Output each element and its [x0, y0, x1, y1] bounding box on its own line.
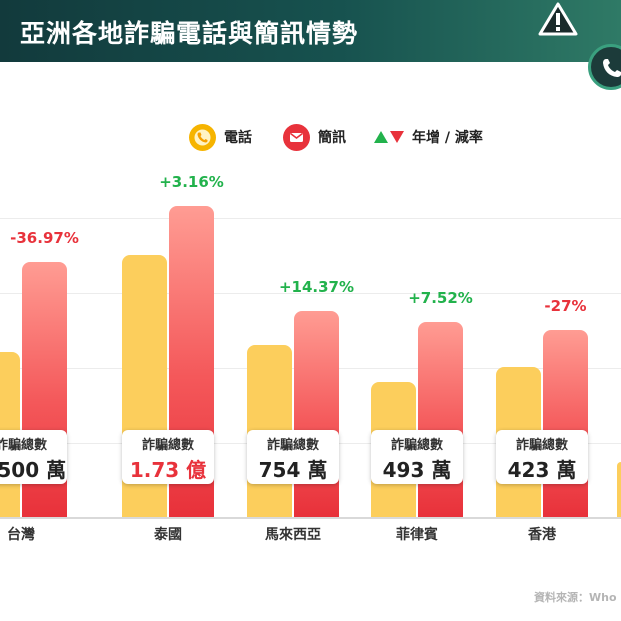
total-value: 423 萬: [507, 458, 577, 482]
phone-badge-icon: [588, 44, 621, 90]
page-title: 亞洲各地詐騙電話與簡訊情勢: [20, 19, 359, 48]
change-label: +7.52%: [408, 289, 473, 307]
bar-phone-partial: [617, 462, 621, 517]
total-label: 詐騙總數: [0, 438, 47, 453]
source-note: 資料來源：Who: [534, 591, 617, 604]
total-value: 493 萬: [382, 458, 452, 482]
category-label: 香港: [528, 527, 556, 543]
total-value: 1.73 億: [129, 458, 207, 482]
envelope-icon: [283, 123, 310, 151]
legend-phone-label: 電話: [224, 130, 252, 146]
change-label: -36.97%: [10, 229, 79, 247]
total-value: 2,500 萬: [0, 458, 67, 482]
total-label: 詐騙總數: [390, 438, 443, 453]
total-label: 詐騙總數: [141, 438, 194, 453]
gridline: [0, 293, 621, 294]
category-label: 泰國: [154, 527, 182, 543]
total-badge: 詐騙總數 2,500 萬: [0, 430, 67, 484]
legend-phone: 電話: [189, 122, 252, 152]
change-label: +14.37%: [278, 277, 355, 296]
change-label: +3.16%: [159, 172, 224, 191]
header-banner: 亞洲各地詐騙電話與簡訊情勢: [0, 0, 621, 62]
legend-sms: 簡訊: [283, 122, 346, 152]
warning-icon: [538, 2, 578, 36]
triangle-down-icon: [390, 131, 404, 143]
total-badge: 詐騙總數 423 萬: [496, 430, 588, 484]
total-badge: 詐騙總數 754 萬: [247, 430, 339, 484]
chart-baseline: [0, 517, 621, 519]
category-label: 馬來西亞: [265, 527, 321, 543]
triangle-up-icon: [374, 131, 388, 143]
total-badge: 詐騙總數 493 萬: [371, 430, 463, 484]
legend-sms-label: 簡訊: [318, 130, 346, 146]
total-label: 詐騙總數: [515, 438, 568, 453]
bar-sms: [294, 310, 339, 517]
gridline: [0, 218, 621, 219]
legend-trend-label: 年增 / 減率: [412, 130, 483, 146]
legend-trend: 年增 / 減率: [374, 122, 483, 152]
phone-icon: [189, 123, 216, 151]
category-label: 菲律賓: [396, 527, 438, 543]
total-badge: 詐騙總數 1.73 億: [122, 430, 214, 484]
total-label: 詐騙總數: [266, 438, 319, 453]
bar-sms: [418, 322, 463, 517]
total-value: 754 萬: [258, 458, 328, 482]
bar-sms: [543, 329, 588, 517]
change-label: -27%: [544, 296, 587, 315]
category-label: 台灣: [7, 527, 35, 543]
